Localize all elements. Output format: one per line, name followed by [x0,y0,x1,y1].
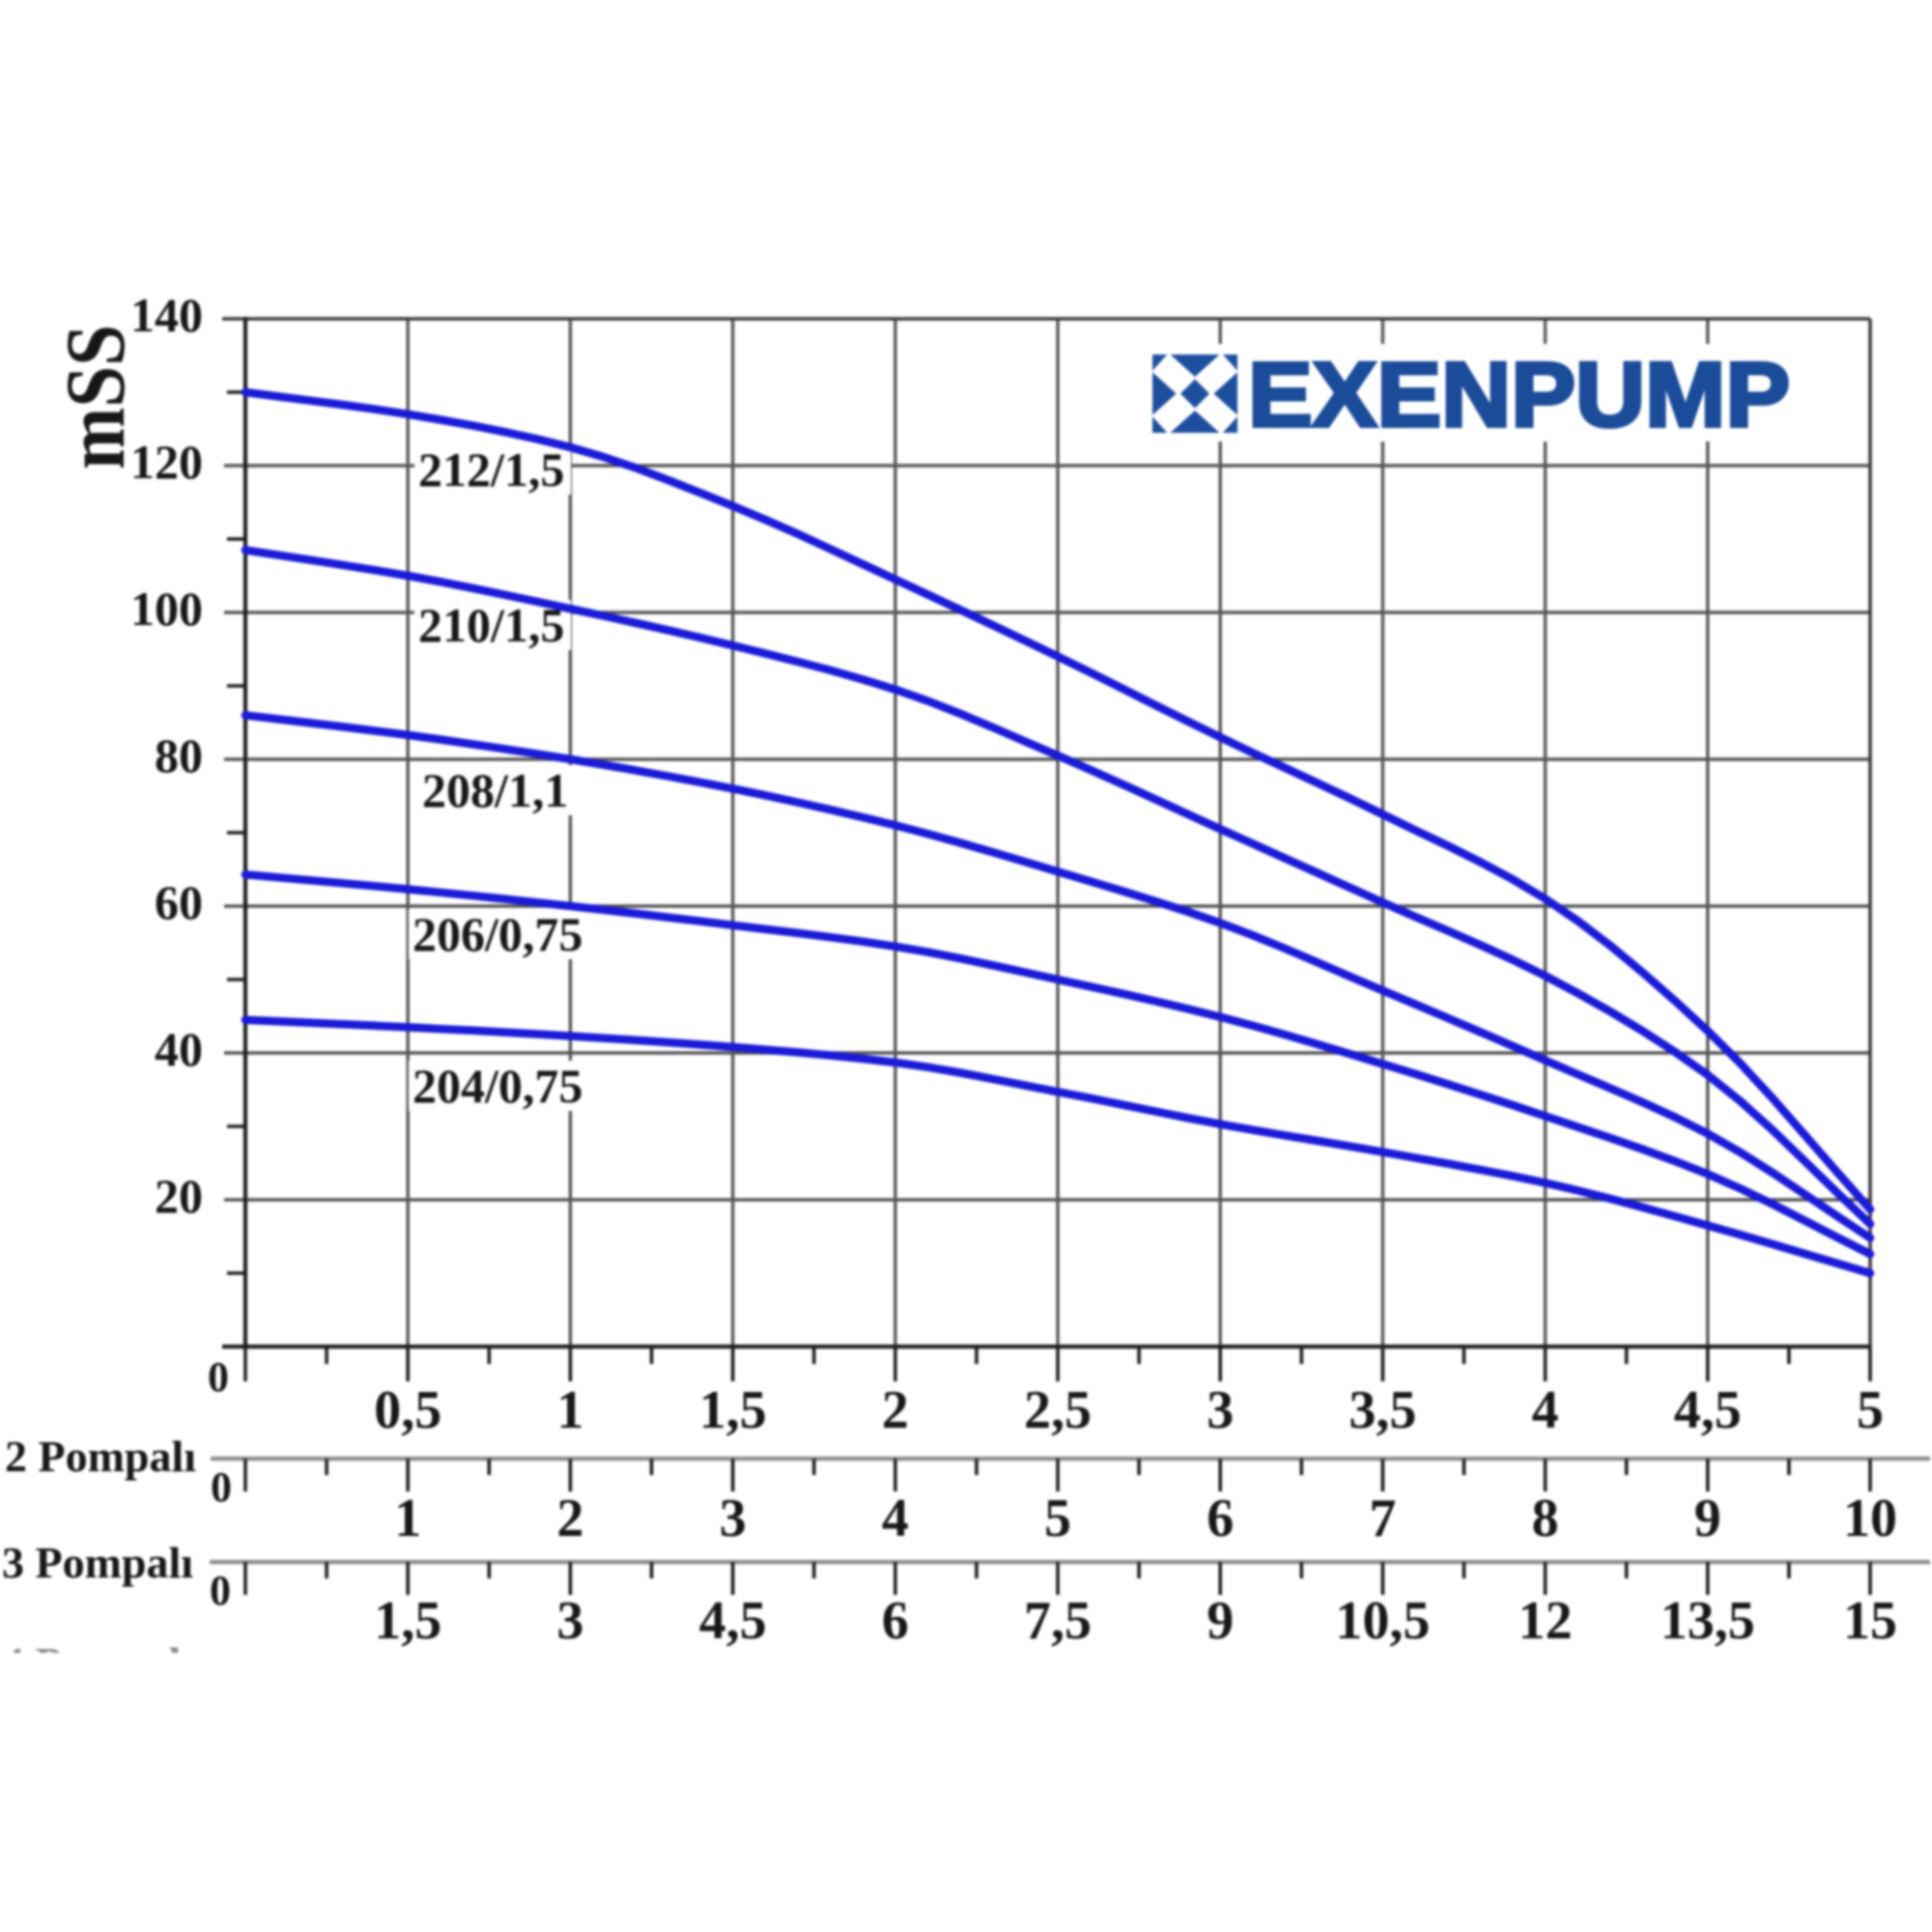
svg-text:0: 0 [210,1567,231,1614]
svg-text:EXENPUMP: EXENPUMP [1248,344,1790,446]
svg-text:5: 5 [1044,1489,1071,1548]
svg-text:208/1,1: 208/1,1 [422,763,568,817]
svg-text:3: 3 [556,1591,583,1651]
svg-text:60: 60 [155,875,203,929]
svg-text:20: 20 [155,1169,203,1223]
svg-text:0: 0 [208,1353,229,1401]
svg-text:120: 120 [130,435,203,489]
svg-text:15: 15 [1843,1591,1897,1651]
svg-text:206/0,75: 206/0,75 [412,907,582,961]
svg-text:mSS: mSS [49,325,143,469]
svg-text:3 Pompalı: 3 Pompalı [2,1538,193,1587]
svg-text:9: 9 [1207,1591,1234,1651]
svg-text:12: 12 [1519,1591,1573,1651]
svg-text:0,5: 0,5 [374,1380,441,1440]
svg-text:3: 3 [1207,1380,1234,1440]
svg-text:10,5: 10,5 [1335,1591,1430,1651]
svg-text:2,5: 2,5 [1024,1380,1092,1440]
svg-text:6: 6 [1207,1489,1234,1548]
svg-text:40: 40 [155,1022,203,1076]
svg-text:7,5: 7,5 [1024,1591,1092,1651]
svg-text:210/1,5: 210/1,5 [418,598,564,652]
svg-text:2: 2 [556,1489,583,1548]
svg-text:1: 1 [394,1489,421,1548]
svg-text:0: 0 [211,1463,232,1511]
svg-text:1,5: 1,5 [374,1591,441,1651]
svg-text:8: 8 [1532,1489,1559,1548]
svg-text:7: 7 [1369,1489,1396,1548]
svg-text:13,5: 13,5 [1661,1591,1755,1651]
svg-text:80: 80 [155,728,203,782]
svg-text:212/1,5: 212/1,5 [418,442,564,497]
svg-text:10: 10 [1843,1489,1897,1548]
svg-text:204/0,75: 204/0,75 [412,1059,582,1113]
svg-text:4: 4 [882,1489,909,1548]
svg-text:4,5: 4,5 [1674,1380,1742,1440]
svg-text:140: 140 [130,288,203,342]
svg-text:2 Pompalı: 2 Pompalı [5,1432,196,1481]
svg-text:6: 6 [882,1591,909,1651]
svg-text:3: 3 [720,1489,747,1548]
svg-text:1,5: 1,5 [699,1380,767,1440]
svg-text:4: 4 [1532,1380,1559,1440]
svg-text:100: 100 [130,582,203,636]
svg-text:3,5: 3,5 [1349,1380,1416,1440]
svg-text:4,5: 4,5 [699,1591,767,1651]
svg-text:1: 1 [556,1380,583,1440]
svg-text:9: 9 [1694,1489,1721,1548]
svg-text:4 Pompalı: 4 Pompalı [2,1638,193,1688]
svg-text:5: 5 [1857,1380,1884,1440]
svg-text:2: 2 [882,1380,909,1440]
